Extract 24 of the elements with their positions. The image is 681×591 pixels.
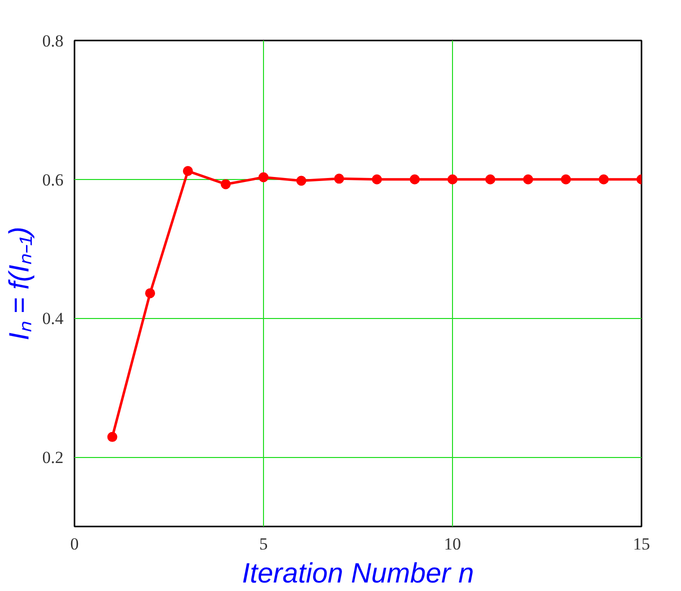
point <box>296 176 306 186</box>
x-tick-label: 5 <box>259 534 268 554</box>
y-tick-label: 0.4 <box>42 309 64 328</box>
x-axis-title: Iteration Number n <box>242 558 474 588</box>
point <box>410 174 420 184</box>
y-tick-label: 0.2 <box>42 448 64 468</box>
point <box>485 174 496 184</box>
point <box>107 432 118 442</box>
x-tick-label: 0 <box>70 534 79 554</box>
point <box>334 174 344 184</box>
y-axis-title: Iₙ = f(Iₙ₋₁) <box>3 226 34 340</box>
y-tick-label: 0.8 <box>42 32 64 50</box>
point <box>598 174 609 184</box>
y-tick-label: 0.6 <box>42 170 64 190</box>
point <box>145 288 156 298</box>
x-tick-label: 15 <box>633 534 650 554</box>
x-tick-label: 10 <box>444 534 461 554</box>
point <box>258 172 268 182</box>
point <box>523 174 534 184</box>
point <box>560 174 571 184</box>
point <box>182 166 193 176</box>
point <box>220 179 231 190</box>
point <box>372 174 382 184</box>
point <box>448 174 458 184</box>
